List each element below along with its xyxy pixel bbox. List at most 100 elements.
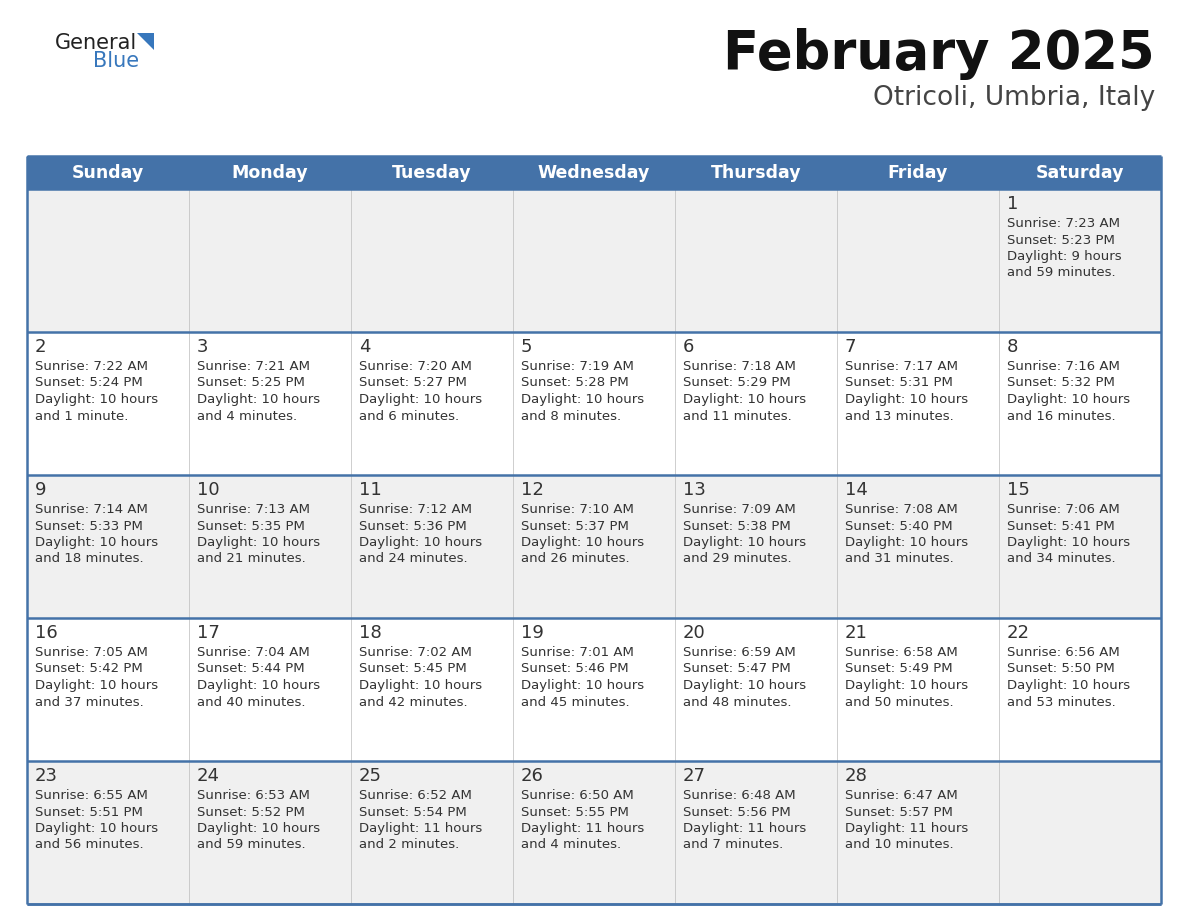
Text: Daylight: 10 hours: Daylight: 10 hours bbox=[522, 536, 644, 549]
Text: 13: 13 bbox=[683, 481, 706, 499]
Text: Daylight: 10 hours: Daylight: 10 hours bbox=[845, 536, 968, 549]
Text: and 6 minutes.: and 6 minutes. bbox=[359, 409, 459, 422]
Text: and 7 minutes.: and 7 minutes. bbox=[683, 838, 783, 852]
Bar bbox=[27, 189, 1161, 332]
Text: 18: 18 bbox=[359, 624, 381, 642]
Text: Sunrise: 6:58 AM: Sunrise: 6:58 AM bbox=[845, 646, 958, 659]
Text: Sunrise: 6:48 AM: Sunrise: 6:48 AM bbox=[683, 789, 796, 802]
Text: Daylight: 9 hours: Daylight: 9 hours bbox=[1007, 250, 1121, 263]
Text: 7: 7 bbox=[845, 338, 857, 356]
Text: Daylight: 10 hours: Daylight: 10 hours bbox=[197, 393, 320, 406]
Text: Daylight: 10 hours: Daylight: 10 hours bbox=[359, 536, 482, 549]
Text: Sunrise: 7:01 AM: Sunrise: 7:01 AM bbox=[522, 646, 634, 659]
Text: Sunrise: 6:47 AM: Sunrise: 6:47 AM bbox=[845, 789, 958, 802]
Text: Sunrise: 6:59 AM: Sunrise: 6:59 AM bbox=[683, 646, 796, 659]
Text: Tuesday: Tuesday bbox=[392, 163, 472, 182]
Bar bbox=[27, 332, 1161, 475]
Text: Sunset: 5:44 PM: Sunset: 5:44 PM bbox=[197, 663, 304, 676]
Text: Sunrise: 7:19 AM: Sunrise: 7:19 AM bbox=[522, 360, 634, 373]
Text: Sunrise: 7:18 AM: Sunrise: 7:18 AM bbox=[683, 360, 796, 373]
Text: Daylight: 11 hours: Daylight: 11 hours bbox=[359, 822, 482, 835]
Text: Sunset: 5:51 PM: Sunset: 5:51 PM bbox=[34, 805, 143, 819]
Text: and 24 minutes.: and 24 minutes. bbox=[359, 553, 468, 565]
Text: Sunrise: 7:08 AM: Sunrise: 7:08 AM bbox=[845, 503, 958, 516]
Text: Sunset: 5:46 PM: Sunset: 5:46 PM bbox=[522, 663, 628, 676]
Text: Sunrise: 7:09 AM: Sunrise: 7:09 AM bbox=[683, 503, 796, 516]
Text: Saturday: Saturday bbox=[1036, 163, 1124, 182]
Text: Daylight: 10 hours: Daylight: 10 hours bbox=[683, 679, 807, 692]
Text: and 13 minutes.: and 13 minutes. bbox=[845, 409, 954, 422]
Text: 28: 28 bbox=[845, 767, 868, 785]
Text: and 42 minutes.: and 42 minutes. bbox=[359, 696, 468, 709]
Text: and 26 minutes.: and 26 minutes. bbox=[522, 553, 630, 565]
Text: Daylight: 10 hours: Daylight: 10 hours bbox=[359, 679, 482, 692]
Text: Daylight: 10 hours: Daylight: 10 hours bbox=[34, 393, 158, 406]
Text: Sunrise: 7:20 AM: Sunrise: 7:20 AM bbox=[359, 360, 472, 373]
Text: and 34 minutes.: and 34 minutes. bbox=[1007, 553, 1116, 565]
Text: Sunset: 5:33 PM: Sunset: 5:33 PM bbox=[34, 520, 143, 532]
Text: Sunset: 5:41 PM: Sunset: 5:41 PM bbox=[1007, 520, 1114, 532]
Text: Sunset: 5:55 PM: Sunset: 5:55 PM bbox=[522, 805, 628, 819]
Text: Sunset: 5:54 PM: Sunset: 5:54 PM bbox=[359, 805, 467, 819]
Bar bbox=[27, 761, 1161, 904]
Text: and 31 minutes.: and 31 minutes. bbox=[845, 553, 954, 565]
Text: Sunset: 5:52 PM: Sunset: 5:52 PM bbox=[197, 805, 305, 819]
Text: Otricoli, Umbria, Italy: Otricoli, Umbria, Italy bbox=[873, 85, 1155, 111]
Text: and 16 minutes.: and 16 minutes. bbox=[1007, 409, 1116, 422]
Text: and 45 minutes.: and 45 minutes. bbox=[522, 696, 630, 709]
Text: Sunset: 5:40 PM: Sunset: 5:40 PM bbox=[845, 520, 953, 532]
Text: Daylight: 11 hours: Daylight: 11 hours bbox=[845, 822, 968, 835]
Text: Sunset: 5:27 PM: Sunset: 5:27 PM bbox=[359, 376, 467, 389]
Text: Sunrise: 7:12 AM: Sunrise: 7:12 AM bbox=[359, 503, 472, 516]
Text: Sunday: Sunday bbox=[72, 163, 144, 182]
Text: Daylight: 11 hours: Daylight: 11 hours bbox=[522, 822, 644, 835]
Text: Thursday: Thursday bbox=[710, 163, 802, 182]
Text: Sunrise: 7:23 AM: Sunrise: 7:23 AM bbox=[1007, 217, 1120, 230]
Text: 15: 15 bbox=[1007, 481, 1030, 499]
Text: Daylight: 10 hours: Daylight: 10 hours bbox=[522, 393, 644, 406]
Text: Sunset: 5:38 PM: Sunset: 5:38 PM bbox=[683, 520, 791, 532]
Text: 8: 8 bbox=[1007, 338, 1018, 356]
Text: and 21 minutes.: and 21 minutes. bbox=[197, 553, 305, 565]
Text: 24: 24 bbox=[197, 767, 220, 785]
Text: 22: 22 bbox=[1007, 624, 1030, 642]
Text: 5: 5 bbox=[522, 338, 532, 356]
Text: 10: 10 bbox=[197, 481, 220, 499]
Text: Sunset: 5:56 PM: Sunset: 5:56 PM bbox=[683, 805, 791, 819]
Text: 1: 1 bbox=[1007, 195, 1018, 213]
Bar bbox=[27, 156, 1161, 189]
Text: Daylight: 10 hours: Daylight: 10 hours bbox=[197, 536, 320, 549]
Text: 3: 3 bbox=[197, 338, 209, 356]
Text: Sunset: 5:50 PM: Sunset: 5:50 PM bbox=[1007, 663, 1114, 676]
Text: Daylight: 10 hours: Daylight: 10 hours bbox=[683, 393, 807, 406]
Text: and 59 minutes.: and 59 minutes. bbox=[1007, 266, 1116, 279]
Text: 27: 27 bbox=[683, 767, 706, 785]
Text: Wednesday: Wednesday bbox=[538, 163, 650, 182]
Text: Daylight: 10 hours: Daylight: 10 hours bbox=[34, 822, 158, 835]
Text: Sunset: 5:47 PM: Sunset: 5:47 PM bbox=[683, 663, 791, 676]
Text: Daylight: 10 hours: Daylight: 10 hours bbox=[34, 679, 158, 692]
Text: Sunset: 5:23 PM: Sunset: 5:23 PM bbox=[1007, 233, 1114, 247]
Text: Sunset: 5:49 PM: Sunset: 5:49 PM bbox=[845, 663, 953, 676]
Text: and 8 minutes.: and 8 minutes. bbox=[522, 409, 621, 422]
Text: Sunrise: 6:50 AM: Sunrise: 6:50 AM bbox=[522, 789, 633, 802]
Text: Sunset: 5:36 PM: Sunset: 5:36 PM bbox=[359, 520, 467, 532]
Text: and 29 minutes.: and 29 minutes. bbox=[683, 553, 791, 565]
Text: Daylight: 10 hours: Daylight: 10 hours bbox=[359, 393, 482, 406]
Text: Sunset: 5:28 PM: Sunset: 5:28 PM bbox=[522, 376, 628, 389]
Text: February 2025: February 2025 bbox=[723, 28, 1155, 80]
Polygon shape bbox=[137, 33, 154, 50]
Text: Sunset: 5:24 PM: Sunset: 5:24 PM bbox=[34, 376, 143, 389]
Text: 21: 21 bbox=[845, 624, 868, 642]
Text: Sunrise: 6:52 AM: Sunrise: 6:52 AM bbox=[359, 789, 472, 802]
Bar bbox=[27, 618, 1161, 761]
Text: Daylight: 11 hours: Daylight: 11 hours bbox=[683, 822, 807, 835]
Text: and 2 minutes.: and 2 minutes. bbox=[359, 838, 460, 852]
Text: Daylight: 10 hours: Daylight: 10 hours bbox=[522, 679, 644, 692]
Text: Monday: Monday bbox=[232, 163, 309, 182]
Text: 23: 23 bbox=[34, 767, 58, 785]
Text: Sunrise: 6:53 AM: Sunrise: 6:53 AM bbox=[197, 789, 310, 802]
Text: Daylight: 10 hours: Daylight: 10 hours bbox=[1007, 679, 1130, 692]
Text: and 53 minutes.: and 53 minutes. bbox=[1007, 696, 1116, 709]
Text: and 40 minutes.: and 40 minutes. bbox=[197, 696, 305, 709]
